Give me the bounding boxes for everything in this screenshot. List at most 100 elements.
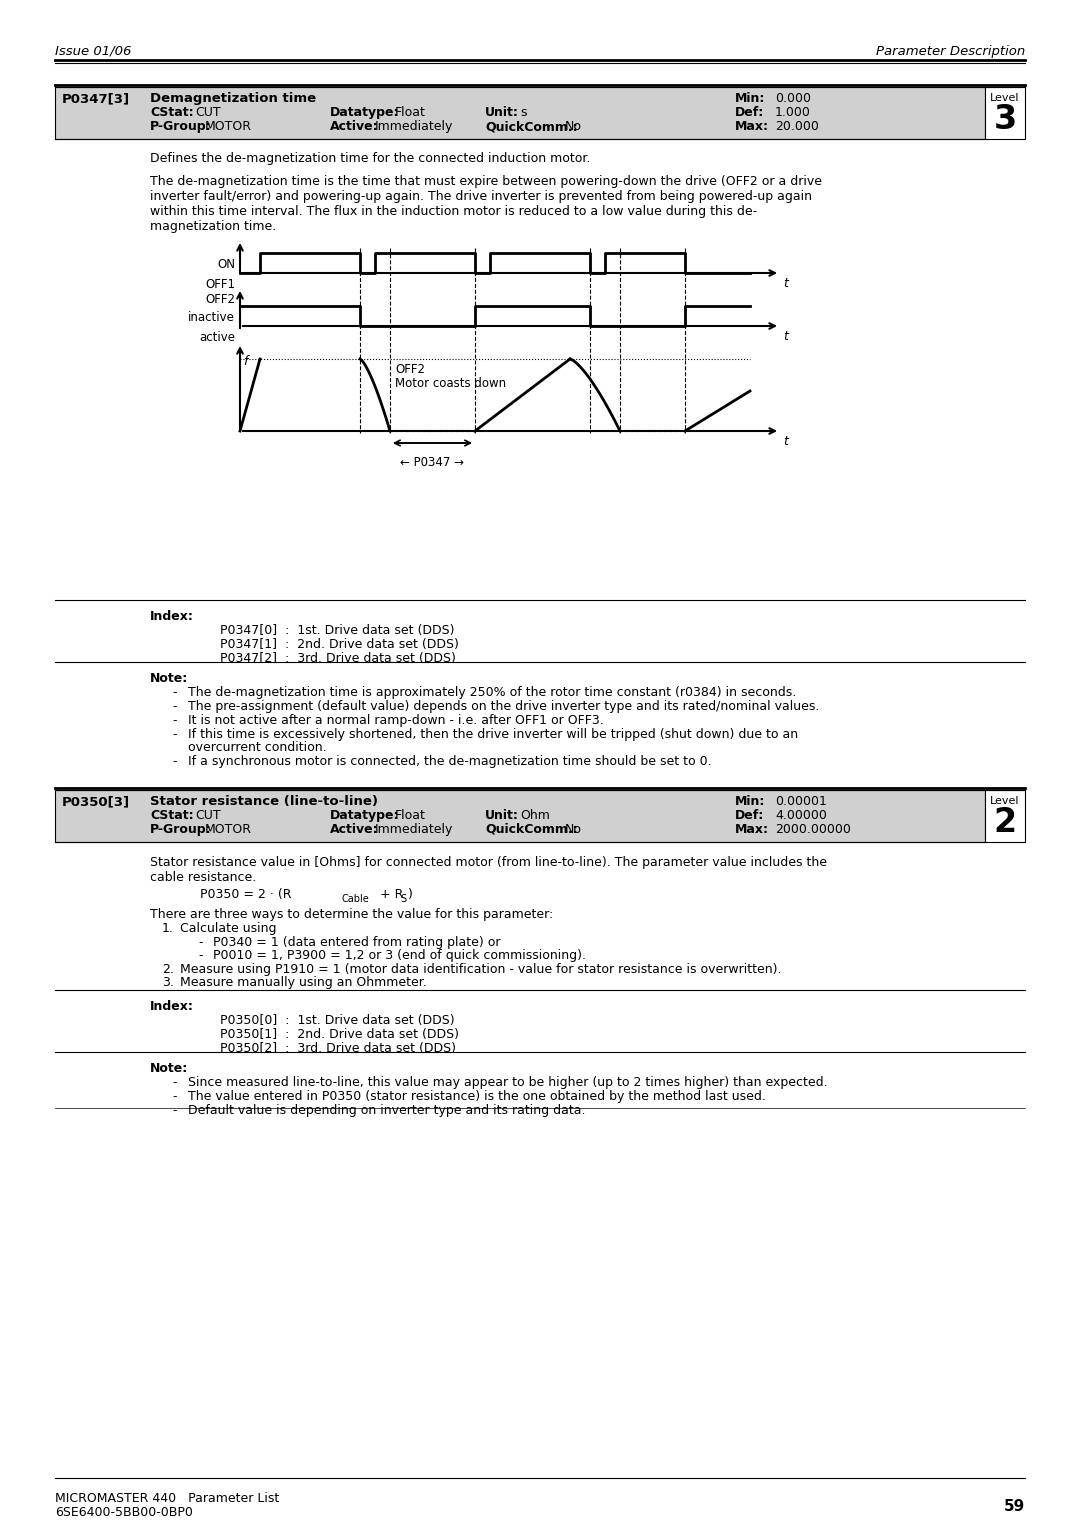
Text: s: s <box>519 105 527 119</box>
Text: + R: + R <box>376 888 403 902</box>
Text: Calculate using: Calculate using <box>180 921 276 935</box>
Bar <box>55 790 985 842</box>
Text: Level: Level <box>990 93 1020 102</box>
Text: Measure manually using an Ohmmeter.: Measure manually using an Ohmmeter. <box>180 976 427 989</box>
Text: 2: 2 <box>994 805 1016 839</box>
Text: 2.: 2. <box>162 963 174 976</box>
Text: There are three ways to determine the value for this parameter:: There are three ways to determine the va… <box>150 908 553 921</box>
Text: -: - <box>172 755 176 769</box>
Text: If a synchronous motor is connected, the de-magnetization time should be set to : If a synchronous motor is connected, the… <box>188 755 712 769</box>
Text: QuickComm.:: QuickComm.: <box>485 121 578 133</box>
Text: CUT: CUT <box>195 105 220 119</box>
Text: If this time is excessively shortened, then the drive inverter will be tripped (: If this time is excessively shortened, t… <box>188 727 798 741</box>
Text: P0350[2]  :  3rd. Drive data set (DDS): P0350[2] : 3rd. Drive data set (DDS) <box>220 1042 456 1054</box>
Text: Max:: Max: <box>735 824 769 836</box>
Text: CUT: CUT <box>195 808 220 822</box>
Text: Index:: Index: <box>150 999 194 1013</box>
Text: Float: Float <box>395 105 426 119</box>
Bar <box>55 87 985 139</box>
Text: t: t <box>783 330 788 342</box>
Text: It is not active after a normal ramp-down - i.e. after OFF1 or OFF3.: It is not active after a normal ramp-dow… <box>188 714 604 727</box>
Text: -: - <box>172 727 176 741</box>
Text: P0350[3]: P0350[3] <box>62 795 130 808</box>
Text: Measure using P1910 = 1 (motor data identification - value for stator resistance: Measure using P1910 = 1 (motor data iden… <box>180 963 782 976</box>
Text: ON: ON <box>217 258 235 270</box>
Text: 20.000: 20.000 <box>775 121 819 133</box>
Text: Note:: Note: <box>150 1062 188 1076</box>
Text: 0.00001: 0.00001 <box>775 795 827 808</box>
Text: P0010 = 1, P3900 = 1,2 or 3 (end of quick commissioning).: P0010 = 1, P3900 = 1,2 or 3 (end of quic… <box>213 949 586 963</box>
Text: Stator resistance (line-to-line): Stator resistance (line-to-line) <box>150 795 378 808</box>
Text: -: - <box>172 1089 176 1103</box>
Text: P0350[1]  :  2nd. Drive data set (DDS): P0350[1] : 2nd. Drive data set (DDS) <box>220 1028 459 1041</box>
Text: Active:: Active: <box>330 824 379 836</box>
Text: P0350 = 2 · (R: P0350 = 2 · (R <box>200 888 292 902</box>
Bar <box>985 790 1025 842</box>
Text: 3.: 3. <box>162 976 174 989</box>
Text: 4.00000: 4.00000 <box>775 808 827 822</box>
Text: Stator resistance value in [Ohms] for connected motor (from line-to-line). The p: Stator resistance value in [Ohms] for co… <box>150 856 827 885</box>
Text: Max:: Max: <box>735 121 769 133</box>
Text: Unit:: Unit: <box>485 105 518 119</box>
Text: P0340 = 1 (data entered from rating plate) or: P0340 = 1 (data entered from rating plat… <box>213 937 500 949</box>
Text: Immediately: Immediately <box>375 121 454 133</box>
Text: Index:: Index: <box>150 610 194 623</box>
Text: No: No <box>565 824 582 836</box>
Text: OFF1: OFF1 <box>205 278 235 290</box>
Text: 1.000: 1.000 <box>775 105 811 119</box>
Bar <box>985 87 1025 139</box>
Text: P0347[3]: P0347[3] <box>62 92 130 105</box>
Text: Motor coasts down: Motor coasts down <box>395 377 507 390</box>
Text: Default value is depending on inverter type and its rating data.: Default value is depending on inverter t… <box>188 1105 585 1117</box>
Text: Datatype:: Datatype: <box>330 808 400 822</box>
Text: Demagnetization time: Demagnetization time <box>150 92 316 105</box>
Text: P-Group:: P-Group: <box>150 824 212 836</box>
Text: Parameter Description: Parameter Description <box>876 44 1025 58</box>
Text: 0.000: 0.000 <box>775 92 811 105</box>
Text: -: - <box>172 700 176 714</box>
Text: Note:: Note: <box>150 672 188 685</box>
Text: QuickComm.:: QuickComm.: <box>485 824 578 836</box>
Text: Since measured line-to-line, this value may appear to be higher (up to 2 times h: Since measured line-to-line, this value … <box>188 1076 827 1089</box>
Bar <box>55 790 985 842</box>
Text: The pre-assignment (default value) depends on the drive inverter type and its ra: The pre-assignment (default value) depen… <box>188 700 820 714</box>
Text: t: t <box>783 435 788 448</box>
Text: P0347[0]  :  1st. Drive data set (DDS): P0347[0] : 1st. Drive data set (DDS) <box>220 623 455 637</box>
Text: -: - <box>172 1076 176 1089</box>
Text: Defines the de-magnetization time for the connected induction motor.: Defines the de-magnetization time for th… <box>150 151 591 165</box>
Text: Def:: Def: <box>735 808 765 822</box>
Text: The value entered in P0350 (stator resistance) is the one obtained by the method: The value entered in P0350 (stator resis… <box>188 1089 766 1103</box>
Text: Unit:: Unit: <box>485 808 518 822</box>
Text: The de-magnetization time is approximately 250% of the rotor time constant (r038: The de-magnetization time is approximate… <box>188 686 796 698</box>
Text: P0347[2]  :  3rd. Drive data set (DDS): P0347[2] : 3rd. Drive data set (DDS) <box>220 652 456 665</box>
Text: 6SE6400-5BB00-0BP0: 6SE6400-5BB00-0BP0 <box>55 1507 193 1519</box>
Text: Def:: Def: <box>735 105 765 119</box>
Text: Issue 01/06: Issue 01/06 <box>55 44 132 58</box>
Bar <box>55 87 985 139</box>
Text: OFF2: OFF2 <box>205 293 235 306</box>
Text: 2000.00000: 2000.00000 <box>775 824 851 836</box>
Text: Active:: Active: <box>330 121 379 133</box>
Text: MOTOR: MOTOR <box>205 121 252 133</box>
Text: Level: Level <box>990 796 1020 805</box>
Text: Ohm: Ohm <box>519 808 550 822</box>
Text: 1.: 1. <box>162 921 174 935</box>
Text: inactive: inactive <box>188 312 235 324</box>
Text: Float: Float <box>395 808 426 822</box>
Text: OFF2: OFF2 <box>395 364 426 376</box>
Text: Min:: Min: <box>735 92 766 105</box>
Text: Immediately: Immediately <box>375 824 454 836</box>
Text: P-Group:: P-Group: <box>150 121 212 133</box>
Text: No: No <box>565 121 582 133</box>
Text: t: t <box>783 277 788 290</box>
Text: MICROMASTER 440   Parameter List: MICROMASTER 440 Parameter List <box>55 1491 280 1505</box>
Text: 3: 3 <box>994 102 1016 136</box>
Text: ← P0347 →: ← P0347 → <box>400 455 464 469</box>
Text: -: - <box>172 686 176 698</box>
Text: ): ) <box>408 888 413 902</box>
Text: S: S <box>400 894 406 905</box>
Text: active: active <box>199 332 235 344</box>
Text: -: - <box>172 714 176 727</box>
Text: overcurrent condition.: overcurrent condition. <box>188 741 326 753</box>
Text: Cable: Cable <box>342 894 369 905</box>
